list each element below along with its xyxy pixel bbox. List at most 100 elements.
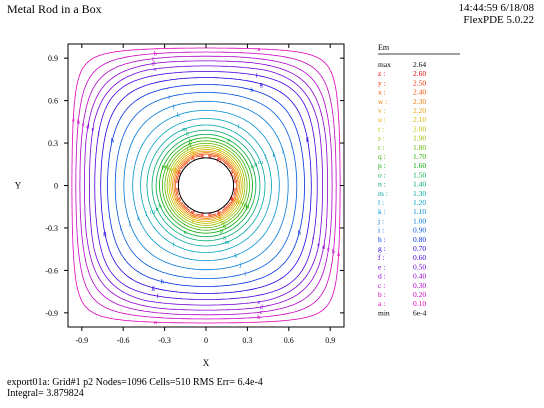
legend-level-label: q : xyxy=(378,152,386,161)
legend-level-value: 1.80 xyxy=(413,143,426,152)
contour-line xyxy=(172,150,240,221)
contour-label: i xyxy=(120,225,122,232)
contour-line xyxy=(173,152,239,219)
contour-line xyxy=(168,147,244,224)
contour-label: h xyxy=(250,87,254,94)
contour-label: l xyxy=(173,242,175,249)
legend-level-label: y : xyxy=(378,78,386,87)
contour-label: h xyxy=(298,230,302,237)
contour-label: n xyxy=(223,234,227,241)
contour-label: x xyxy=(232,197,236,204)
contour-label: y xyxy=(191,209,195,216)
contour-label: l xyxy=(145,211,147,218)
legend-level-label: o : xyxy=(378,170,386,179)
legend-level-value: 0.80 xyxy=(413,235,426,244)
contour-label: u xyxy=(190,150,194,157)
contour-label: s xyxy=(169,166,172,173)
contour-label: x xyxy=(177,168,181,175)
contour-line xyxy=(84,60,328,311)
y-tick-label: 0.9 xyxy=(48,54,58,63)
legend-level-label: x : xyxy=(378,88,386,97)
contour-label: g xyxy=(103,230,107,237)
x-tick-label: -0.3 xyxy=(158,336,171,345)
contour-label: k xyxy=(177,112,181,119)
contour-line xyxy=(155,134,257,237)
contour-label: v xyxy=(235,197,239,204)
legend-level-value: 1.50 xyxy=(413,170,426,179)
legend-level-value: 1.70 xyxy=(413,152,426,161)
contour-label: j xyxy=(239,261,242,268)
contour-label: d xyxy=(86,124,90,131)
legend-level-value: 1.60 xyxy=(413,161,426,170)
contour-line xyxy=(94,71,318,300)
contour-label: n xyxy=(186,131,190,138)
contour-label: r xyxy=(242,201,245,208)
legend-level-label: h : xyxy=(378,235,386,244)
legend-level-value: 2.10 xyxy=(413,115,426,124)
contour-line xyxy=(170,149,242,222)
contour-label: g xyxy=(151,285,155,292)
contour-label: g xyxy=(260,81,264,88)
legend-level-value: 1.10 xyxy=(413,207,426,216)
legend-level-value: 0.50 xyxy=(413,262,426,271)
contour-label: l xyxy=(237,124,239,131)
contour-label: k xyxy=(272,152,276,159)
contour-label: c xyxy=(82,121,85,128)
contour-label: b xyxy=(154,51,157,58)
plot-title: Metal Rod in a Box xyxy=(7,2,102,16)
contour-label: w xyxy=(234,171,239,178)
contour-label: m xyxy=(258,159,263,166)
axes: -0.9 -0.6 -0.3 0 0.3 0.6 0.9 0.9 0.6 0.3 0 -0.3 -0.6… xyxy=(15,44,344,368)
contour-label: e xyxy=(317,242,320,249)
contour-label: a xyxy=(154,319,157,326)
contour-label: k xyxy=(234,252,238,259)
y-tick-label: -0.6 xyxy=(45,266,58,275)
contour-label: q xyxy=(223,223,227,230)
contour-label: p xyxy=(189,138,192,145)
contour-label: j xyxy=(281,147,284,154)
legend-level-label: d : xyxy=(378,272,386,281)
contour-label: v xyxy=(193,150,197,157)
version-label: FlexPDE 5.0.22 xyxy=(463,14,534,26)
contour-label: o xyxy=(227,137,230,144)
legend-level-label: z : xyxy=(378,69,385,78)
legend-level-value: 1.90 xyxy=(413,134,426,143)
legend-level-label: e : xyxy=(378,262,385,271)
contour-label: u xyxy=(236,199,240,206)
contour-line xyxy=(75,51,337,320)
contour-label: r xyxy=(168,164,171,171)
contour-line xyxy=(89,65,323,306)
contour-line xyxy=(159,137,253,234)
contour-label: x xyxy=(218,211,222,218)
legend-min-label: min xyxy=(378,308,390,317)
contour-label: m xyxy=(150,208,155,215)
contour-label: n xyxy=(155,206,159,213)
contour-label: b xyxy=(332,249,335,256)
contour-label: q xyxy=(244,201,248,208)
contour-label: d xyxy=(260,304,264,311)
contour-label: p xyxy=(246,204,249,211)
contour-label: e xyxy=(257,299,260,306)
legend-level-value: 0.20 xyxy=(413,290,426,299)
legend-level-label: j : xyxy=(377,216,384,225)
legend-level-value: 1.20 xyxy=(413,198,426,207)
contour-label: v xyxy=(218,214,222,221)
legend-level-label: m : xyxy=(378,189,388,198)
contour-label: w xyxy=(215,152,220,159)
contour-label: r xyxy=(187,145,190,152)
legend-level-value: 2.00 xyxy=(413,124,426,133)
contour-line xyxy=(107,84,305,287)
legend-level-label: r : xyxy=(378,143,384,152)
contour-label: m xyxy=(182,126,187,133)
contour-line xyxy=(114,92,298,279)
legend-level-label: l : xyxy=(378,198,384,207)
legend-title: Em xyxy=(378,43,390,52)
legend-level-label: s : xyxy=(378,134,385,143)
x-tick-label: 0.6 xyxy=(284,336,294,345)
contour-label: d xyxy=(151,61,155,68)
legend-level-value: 1.30 xyxy=(413,189,426,198)
contour-label: o xyxy=(158,202,161,209)
legend-level-label: k : xyxy=(378,207,386,216)
contour-label: p xyxy=(162,164,165,171)
x-axis-label: X xyxy=(203,358,210,368)
